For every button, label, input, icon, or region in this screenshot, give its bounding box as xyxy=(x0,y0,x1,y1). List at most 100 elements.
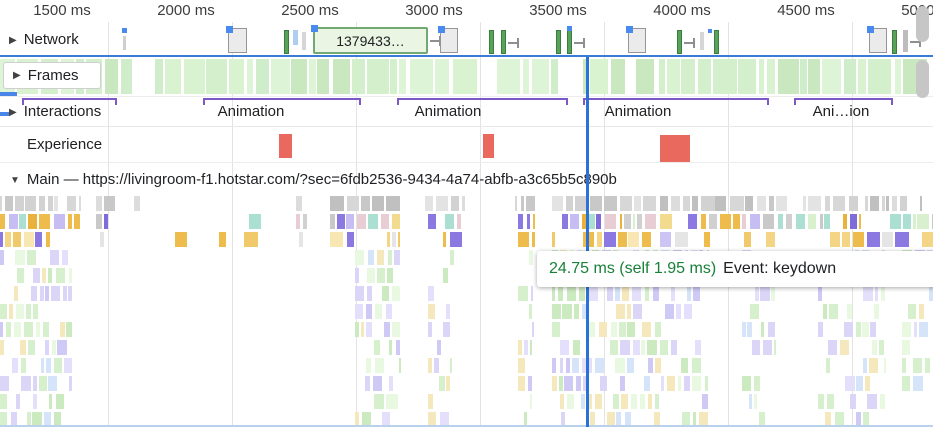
frame-bar[interactable] xyxy=(367,59,389,94)
flame-bar[interactable] xyxy=(596,214,601,229)
flame-bar[interactable] xyxy=(590,412,595,427)
layout-shift-bar[interactable] xyxy=(660,135,690,162)
frame-bar[interactable] xyxy=(800,59,807,94)
flame-bar[interactable] xyxy=(530,340,532,355)
flame-bar[interactable] xyxy=(645,286,649,301)
flame-bar[interactable] xyxy=(654,412,660,427)
flame-bar[interactable] xyxy=(366,358,371,373)
flame-bar[interactable] xyxy=(428,214,436,229)
flame-bar[interactable] xyxy=(929,286,933,301)
flame-bar[interactable] xyxy=(589,214,595,229)
network-request[interactable] xyxy=(123,36,126,50)
flame-bar[interactable] xyxy=(705,376,708,391)
flame-bar[interactable] xyxy=(828,340,837,355)
flame-bar[interactable] xyxy=(754,394,757,409)
flame-bar[interactable] xyxy=(39,214,50,229)
flame-bar[interactable] xyxy=(648,394,652,409)
flame-bar[interactable] xyxy=(0,412,7,427)
flame-bar[interactable] xyxy=(52,340,56,355)
flame-bar[interactable] xyxy=(863,286,873,301)
flame-bar[interactable] xyxy=(892,196,897,211)
flame-bar[interactable] xyxy=(665,304,674,319)
frame-bar[interactable] xyxy=(399,59,406,94)
flame-bar[interactable] xyxy=(749,394,752,409)
flame-bar[interactable] xyxy=(840,340,849,355)
flame-bar[interactable] xyxy=(392,394,398,409)
flame-bar[interactable] xyxy=(0,322,3,337)
flame-bar[interactable] xyxy=(687,286,691,301)
flame-bar[interactable] xyxy=(778,214,783,229)
interactions-track-header[interactable]: ▶ Interactions xyxy=(9,103,101,121)
flame-bar[interactable] xyxy=(39,196,45,211)
flame-bar[interactable] xyxy=(31,286,37,301)
flame-bar[interactable] xyxy=(573,340,580,355)
flame-bar[interactable] xyxy=(681,358,688,373)
flame-bar[interactable] xyxy=(715,196,726,211)
flame-bar[interactable] xyxy=(0,394,7,409)
flame-bar[interactable] xyxy=(24,232,34,247)
flame-bar[interactable] xyxy=(859,214,861,229)
flame-bar[interactable] xyxy=(620,196,632,211)
flame-bar[interactable] xyxy=(850,214,857,229)
frame-bar[interactable] xyxy=(681,59,695,94)
flame-bar[interactable] xyxy=(702,394,708,409)
flame-bar[interactable] xyxy=(830,232,840,247)
flame-bar[interactable] xyxy=(917,214,929,229)
flame-bar[interactable] xyxy=(436,196,448,211)
frame-bar[interactable] xyxy=(247,59,253,94)
flame-bar[interactable] xyxy=(60,322,65,337)
flame-bar[interactable] xyxy=(0,214,5,229)
flame-bar[interactable] xyxy=(567,286,576,301)
flame-bar[interactable] xyxy=(15,196,24,211)
flame-bar[interactable] xyxy=(330,214,335,229)
frame-bar[interactable] xyxy=(778,59,799,94)
experience-track[interactable] xyxy=(0,0,933,162)
flame-bar[interactable] xyxy=(761,322,764,337)
flame-bar[interactable] xyxy=(908,304,916,319)
flame-bar[interactable] xyxy=(96,196,102,211)
flame-bar[interactable] xyxy=(396,340,400,355)
flame-bar[interactable] xyxy=(552,358,556,373)
frame-bar[interactable] xyxy=(523,59,529,94)
flame-bar[interactable] xyxy=(586,394,592,409)
flame-bar[interactable] xyxy=(844,322,853,337)
flame-bar[interactable] xyxy=(579,286,585,301)
flame-bar[interactable] xyxy=(45,340,49,355)
flame-bar[interactable] xyxy=(392,286,400,301)
flame-bar[interactable] xyxy=(39,376,47,391)
flame-bar[interactable] xyxy=(752,340,760,355)
flame-bar[interactable] xyxy=(856,322,861,337)
flame-bar[interactable] xyxy=(347,232,354,247)
flame-bar[interactable] xyxy=(528,376,532,391)
flame-bar[interactable] xyxy=(842,232,850,247)
flame-bar[interactable] xyxy=(742,214,746,229)
flame-bar[interactable] xyxy=(615,358,625,373)
flame-bar[interactable] xyxy=(552,376,557,391)
layout-shift-bar[interactable] xyxy=(483,134,494,158)
flame-bar[interactable] xyxy=(450,232,462,247)
flame-bar[interactable] xyxy=(818,322,823,337)
flame-bar[interactable] xyxy=(754,376,760,391)
frame-bar[interactable] xyxy=(844,59,856,94)
flame-bar[interactable] xyxy=(818,394,824,409)
flame-bar[interactable] xyxy=(372,196,384,211)
flame-bar[interactable] xyxy=(884,358,886,373)
main-track-header[interactable]: ▼ Main — https://livingroom-f1.hotstar.co… xyxy=(10,171,617,189)
flame-bar[interactable] xyxy=(46,358,51,373)
flame-bar[interactable] xyxy=(757,196,766,211)
flame-bar[interactable] xyxy=(374,394,384,409)
vertical-scrollbar-thumb[interactable] xyxy=(916,60,929,98)
flame-bar[interactable] xyxy=(457,214,461,229)
flame-bar[interactable] xyxy=(776,196,787,211)
flame-bar[interactable] xyxy=(66,322,72,337)
flame-bar[interactable] xyxy=(566,358,570,373)
interactions-track[interactable]: Animation Animation Animation Ani…ion xyxy=(0,0,933,126)
flame-bar[interactable] xyxy=(583,376,588,391)
flame-bar[interactable] xyxy=(347,196,359,211)
flame-bar[interactable] xyxy=(835,412,844,427)
flame-bar[interactable] xyxy=(825,412,831,427)
flame-bar[interactable] xyxy=(15,250,25,265)
frame-bar[interactable] xyxy=(256,59,269,94)
flame-bar[interactable] xyxy=(616,304,625,319)
flame-bar[interactable] xyxy=(392,322,400,337)
